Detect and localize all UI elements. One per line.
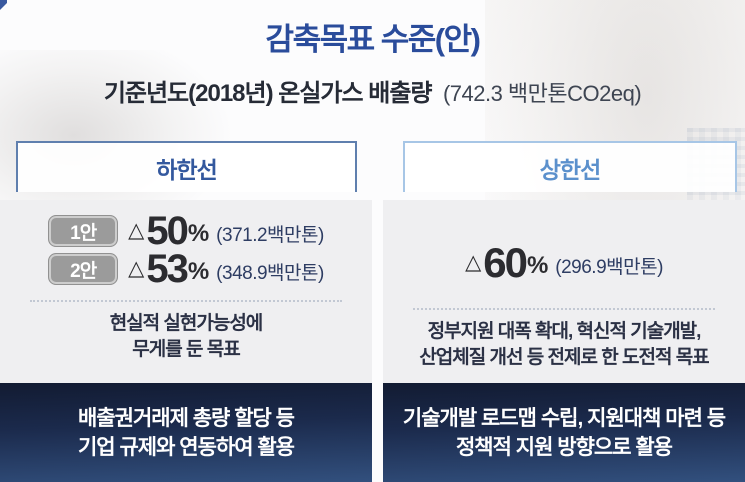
- baseline-emissions-subtitle: 기준년도(2018년) 온실가스 배출량 (742.3 백만톤CO2eq): [0, 73, 745, 108]
- corner-accent-shape: [0, 0, 7, 11]
- upper-description-line-2: 산업체질 개선 등 전제로 한 도전적 목표: [419, 347, 709, 368]
- lower-bound-header-label: 하한선: [156, 156, 217, 183]
- option-2-percent: 53: [146, 247, 188, 291]
- upper-description-line-1: 정부지원 대폭 확대, 혁신적 기술개발,: [427, 321, 702, 342]
- lower-dotted-divider: [30, 300, 342, 302]
- baseline-emissions-value: (742.3 백만톤CO2eq): [442, 81, 642, 106]
- lower-bound-description: 현실적 실현가능성에 무게를 둔 목표: [0, 311, 372, 363]
- delta-triangle-icon: △: [465, 250, 482, 274]
- lower-footer-line-2: 기업 규제와 연동하여 활용: [77, 435, 295, 459]
- lower-option-1-row: 1안 △ 50 % (371.2백만톤): [0, 209, 372, 253]
- option-1-percent-sign: %: [187, 220, 210, 247]
- lower-footer-line-1: 배출권거래제 총량 할당 등: [77, 406, 295, 430]
- upper-bound-body: △ 60 % (296.9백만톤) 정부지원 대폭 확대, 혁신적 기술개발, …: [383, 200, 745, 383]
- option-2-badge: 2안: [48, 253, 119, 285]
- option-2-amount: (348.9백만톤): [216, 262, 324, 284]
- upper-bound-description: 정부지원 대폭 확대, 혁신적 기술개발, 산업체질 개선 등 전제로 한 도전…: [383, 319, 745, 371]
- upper-footer-line-2: 정책적 지원 방향으로 활용: [455, 435, 673, 459]
- delta-triangle-icon: △: [128, 218, 145, 242]
- upper-option-amount: (296.9백만톤): [555, 256, 663, 278]
- upper-bound-header-box: 상한선: [403, 141, 737, 192]
- lower-bound-footer: 배출권거래제 총량 할당 등 기업 규제와 연동하여 활용: [0, 383, 372, 482]
- page-title: 감축목표 수준(안): [265, 22, 481, 57]
- upper-dotted-divider: [413, 308, 715, 310]
- lower-bound-body: 1안 △ 50 % (371.2백만톤) 2안 △ 53 % (348.9백만톤…: [0, 200, 372, 383]
- upper-option-row: △ 60 % (296.9백만톤): [383, 240, 745, 286]
- upper-option-percent: 60: [483, 239, 528, 286]
- baseline-emissions-label: 기준년도(2018년) 온실가스 배출량: [103, 80, 433, 107]
- delta-triangle-icon: △: [128, 256, 145, 280]
- option-1-percent: 50: [146, 209, 188, 253]
- lower-description-line-1: 현실적 실현가능성에: [109, 313, 264, 334]
- upper-bound-footer: 기술개발 로드맵 수립, 지원대책 마련 등 정책적 지원 방향으로 활용: [383, 383, 745, 482]
- lower-description-line-2: 무게를 둔 목표: [132, 339, 240, 360]
- option-1-badge: 1안: [48, 215, 119, 247]
- upper-option-percent-sign: %: [526, 252, 549, 279]
- option-1-amount: (371.2백만톤): [216, 224, 324, 246]
- upper-footer-line-1: 기술개발 로드맵 수립, 지원대책 마련 등: [402, 406, 726, 430]
- lower-option-2-row: 2안 △ 53 % (348.9백만톤): [0, 247, 372, 291]
- option-2-percent-sign: %: [187, 258, 210, 285]
- lower-bound-header-box: 하한선: [16, 141, 357, 192]
- upper-bound-header-label: 상한선: [539, 156, 601, 183]
